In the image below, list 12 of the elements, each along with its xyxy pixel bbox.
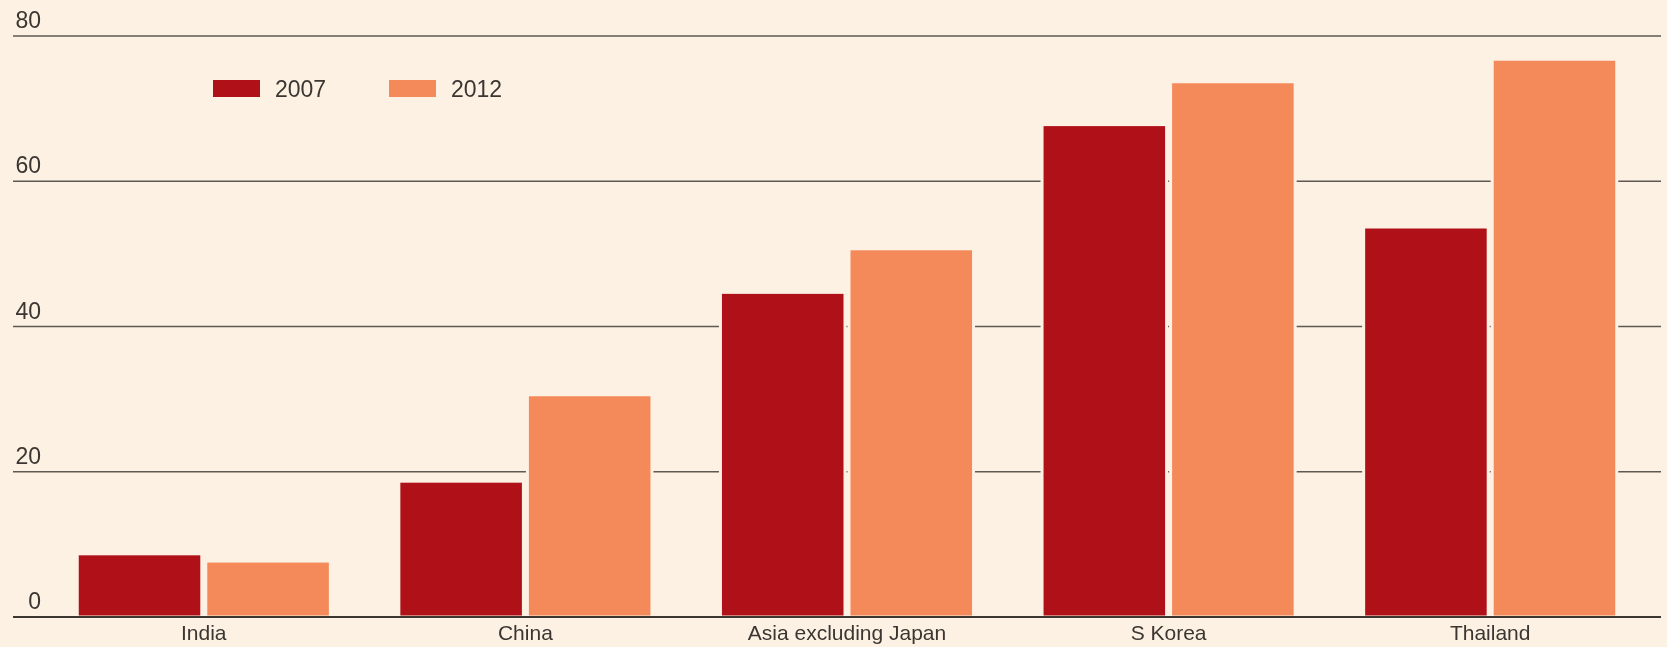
legend-label: 2007 <box>275 76 327 102</box>
y-tick-label: 20 <box>15 442 41 469</box>
y-tick-label: 40 <box>15 297 41 324</box>
y-tick-label: 60 <box>15 152 41 179</box>
y-tick-label: 80 <box>15 7 41 33</box>
x-tick-label: Thailand <box>1449 621 1531 644</box>
x-tick-label: Asia excluding Japan <box>747 621 947 644</box>
x-tick-label: S Korea <box>1130 621 1207 644</box>
y-tick-label: 0 <box>28 588 41 614</box>
x-tick-label: India <box>181 621 227 644</box>
legend-label: 2012 <box>451 76 503 102</box>
x-tick-label: China <box>497 621 554 644</box>
